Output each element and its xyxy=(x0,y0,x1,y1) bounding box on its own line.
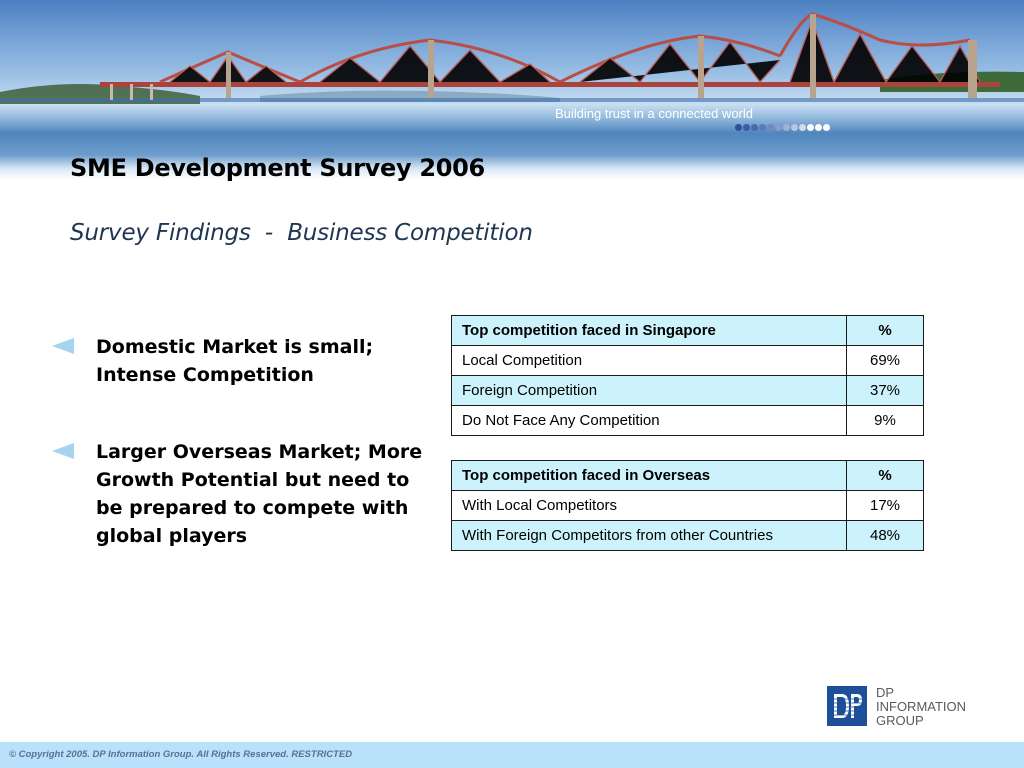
header-banner: Building trust in a connected world xyxy=(0,0,1024,180)
table-cell-percent: 9% xyxy=(846,405,924,436)
table-header-percent: % xyxy=(846,315,924,346)
table-cell-percent: 17% xyxy=(846,490,924,521)
logo-wordmark: DP INFORMATION GROUP xyxy=(876,686,966,728)
slide-title: SME Development Survey 2006 xyxy=(70,154,485,182)
bridge-illustration xyxy=(0,12,1024,104)
table-header-label: Top competition faced in Overseas xyxy=(451,460,847,491)
table-cell-percent: 37% xyxy=(846,375,924,406)
table-header-percent: % xyxy=(846,460,924,491)
singapore-competition-table: Top competition faced in Singapore % Loc… xyxy=(451,315,924,436)
table-row: Foreign Competition 37% xyxy=(451,375,924,406)
table-cell-label: With Foreign Competitors from other Coun… xyxy=(451,520,847,551)
progress-dot xyxy=(759,124,766,131)
table-header-label: Top competition faced in Singapore xyxy=(451,315,847,346)
company-logo: DP INFORMATION GROUP xyxy=(827,686,987,730)
dp-logo-icon xyxy=(827,686,867,726)
logo-line: DP xyxy=(876,685,895,700)
table-row: Local Competition 69% xyxy=(451,345,924,376)
progress-dot xyxy=(807,124,814,131)
bullet-text: Domestic Market is small; Intense Compet… xyxy=(96,336,374,386)
table-cell-label: Do Not Face Any Competition xyxy=(451,405,847,436)
bullet-text: Larger Overseas Market; More Growth Pote… xyxy=(96,441,423,547)
progress-dot xyxy=(767,124,774,131)
overseas-competition-table: Top competition faced in Overseas % With… xyxy=(451,460,924,551)
table-header-row: Top competition faced in Singapore % xyxy=(451,315,924,346)
progress-dot xyxy=(743,124,750,131)
progress-dot xyxy=(783,124,790,131)
bullet-arrow-icon xyxy=(52,338,74,354)
table-cell-label: Local Competition xyxy=(451,345,847,376)
slide-subtitle: Survey Findings - Business Competition xyxy=(70,220,533,246)
table-row: With Foreign Competitors from other Coun… xyxy=(451,520,924,551)
table-cell-percent: 69% xyxy=(846,345,924,376)
progress-dot xyxy=(791,124,798,131)
progress-dot xyxy=(751,124,758,131)
table-row: With Local Competitors 17% xyxy=(451,490,924,521)
footer-bar: © Copyright 2005. DP Information Group. … xyxy=(0,742,1024,768)
table-cell-percent: 48% xyxy=(846,520,924,551)
logo-line: INFORMATION xyxy=(876,699,967,714)
progress-dot xyxy=(799,124,806,131)
progress-dots xyxy=(735,124,830,131)
copyright-notice: © Copyright 2005. DP Information Group. … xyxy=(9,749,353,760)
bullet-arrow-icon xyxy=(52,443,74,459)
table-header-row: Top competition faced in Overseas % xyxy=(451,460,924,491)
progress-dot xyxy=(775,124,782,131)
logo-line: GROUP xyxy=(876,713,924,728)
table-cell-label: With Local Competitors xyxy=(451,490,847,521)
table-cell-label: Foreign Competition xyxy=(451,375,847,406)
progress-dot xyxy=(735,124,742,131)
table-row: Do Not Face Any Competition 9% xyxy=(451,405,924,436)
banner-tagline: Building trust in a connected world xyxy=(555,106,754,121)
progress-dot xyxy=(823,124,830,131)
progress-dot xyxy=(815,124,822,131)
